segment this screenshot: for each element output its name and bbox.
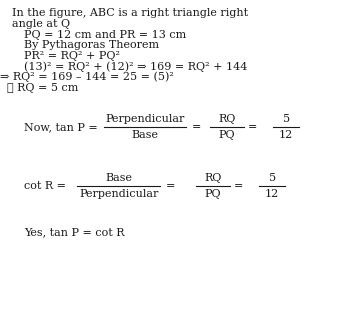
Text: PQ = 12 cm and PR = 13 cm: PQ = 12 cm and PR = 13 cm bbox=[24, 30, 187, 40]
Text: Perpendicular: Perpendicular bbox=[79, 189, 158, 199]
Text: RQ: RQ bbox=[218, 114, 236, 124]
Text: =: = bbox=[166, 181, 175, 191]
Text: angle at Q: angle at Q bbox=[12, 19, 70, 29]
Text: By Pythagoras Theorem: By Pythagoras Theorem bbox=[24, 40, 159, 50]
Text: cot R =: cot R = bbox=[24, 181, 66, 191]
Text: ⇒ RQ² = 169 – 144 = 25 = (5)²: ⇒ RQ² = 169 – 144 = 25 = (5)² bbox=[0, 72, 174, 82]
Text: 5: 5 bbox=[269, 173, 276, 183]
Text: =: = bbox=[234, 181, 243, 191]
Text: ∴ RQ = 5 cm: ∴ RQ = 5 cm bbox=[7, 83, 79, 93]
Text: (13)² = RQ² + (12)² ⇒ 169 = RQ² + 144: (13)² = RQ² + (12)² ⇒ 169 = RQ² + 144 bbox=[24, 61, 248, 72]
Text: PR² = RQ² + PQ²: PR² = RQ² + PQ² bbox=[24, 51, 120, 61]
Text: Now, tan P =: Now, tan P = bbox=[24, 122, 98, 132]
Text: PQ: PQ bbox=[218, 130, 235, 140]
Text: =: = bbox=[192, 122, 201, 132]
Text: Base: Base bbox=[105, 173, 132, 183]
Text: Yes, tan P = cot R: Yes, tan P = cot R bbox=[24, 227, 125, 237]
Text: Base: Base bbox=[131, 130, 158, 140]
Text: RQ: RQ bbox=[204, 173, 222, 183]
Text: 12: 12 bbox=[279, 130, 293, 140]
Text: In the figure, ABC is a right triangle right: In the figure, ABC is a right triangle r… bbox=[12, 8, 248, 18]
Text: 5: 5 bbox=[283, 114, 290, 124]
Text: Perpendicular: Perpendicular bbox=[105, 114, 185, 124]
Text: =: = bbox=[248, 122, 257, 132]
Text: 12: 12 bbox=[265, 189, 279, 199]
Text: PQ: PQ bbox=[205, 189, 221, 199]
